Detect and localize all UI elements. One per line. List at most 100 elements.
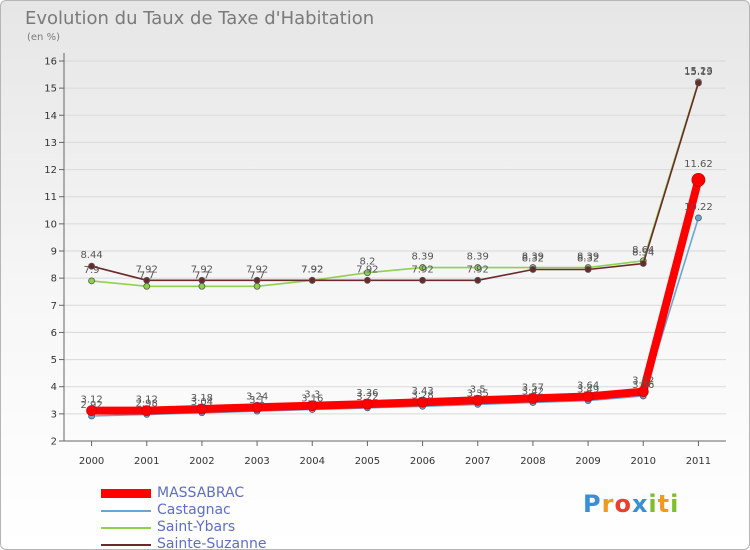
logo-letter: P [583, 490, 602, 518]
y-tick-label: 16 [44, 57, 57, 68]
chart-unit-label: (en %) [27, 32, 60, 43]
legend-label-massabrac: MASSABRAC [157, 485, 245, 501]
chart-axes: 2 3 4 5 6 7 8 9 10 11 12 13 14 15 16 2000 2001 2002 2003 20… [44, 53, 726, 467]
proxiti-logo: Proxiti [583, 490, 679, 518]
data-point-massabrac [691, 172, 706, 187]
data-point-massabrac [582, 391, 594, 402]
legend-item-saint-ybars: Saint-Ybars [101, 519, 266, 536]
x-tick-label: 2009 [575, 456, 600, 467]
data-point-saint-ybars [419, 264, 426, 271]
y-tick-label: 15 [44, 84, 57, 95]
y-tick-label: 6 [51, 328, 57, 339]
data-label-castagnac: 3.16 [301, 394, 323, 405]
legend-swatch-massabrac [101, 489, 151, 498]
x-tick-label: 2004 [300, 456, 325, 467]
data-label-castagnac: 3.35 [467, 388, 489, 399]
data-point-sainte-suzanne [88, 262, 95, 270]
data-point-saint-ybars [364, 269, 371, 277]
data-point-saint-ybars [198, 282, 206, 290]
data-point-massabrac [86, 405, 97, 417]
legend-item-sainte-suzanne: Sainte-Suzanne [101, 536, 267, 550]
data-label-massabrac: 3.36 [356, 388, 378, 399]
data-label-saint-ybars: 8.39 [467, 252, 489, 263]
data-label-massabrac: 3.57 [522, 382, 544, 393]
data-label-massabrac: 3.12 [80, 395, 102, 406]
y-tick-label: 5 [51, 355, 57, 366]
data-point-sainte-suzanne [308, 276, 316, 284]
data-label-saint-ybars: 8.39 [577, 252, 599, 263]
legend-item-castagnac: Castagnac [101, 502, 266, 519]
data-label-massabrac: 11.62 [684, 159, 713, 170]
y-tick-label: 2 [51, 437, 57, 448]
chart-series [86, 78, 706, 420]
data-label-massabrac: 3.18 [191, 393, 213, 404]
x-tick-label: 2006 [410, 456, 435, 467]
series-line-sainte-suzanne [91, 82, 700, 282]
data-label-sainte-suzanne: 7.92 [246, 264, 268, 275]
legend-swatch-castagnac [101, 509, 151, 512]
chart-legend: MASSABRAC Castagnac Saint-Ybars Sainte-S… [101, 485, 267, 550]
data-label-massabrac: 3.12 [136, 395, 158, 406]
data-point-sainte-suzanne [474, 276, 482, 284]
y-tick-label: 9 [51, 247, 57, 258]
x-tick-label: 2008 [520, 456, 545, 467]
data-label-sainte-suzanne: 7.92 [301, 264, 323, 275]
data-point-saint-ybars [474, 264, 482, 271]
x-tick-label: 2003 [244, 456, 269, 467]
logo-letter: i [670, 490, 680, 518]
y-tick-label: 14 [44, 111, 57, 122]
data-label-sainte-suzanne: 15.19 [684, 67, 713, 78]
legend-label-castagnac: Castagnac [157, 502, 231, 518]
data-point-sainte-suzanne [584, 266, 592, 273]
data-label-sainte-suzanne: 7.92 [411, 264, 433, 275]
y-tick-label: 10 [44, 219, 57, 230]
data-label-massabrac: 3.82 [632, 376, 654, 387]
data-label-sainte-suzanne: 8.54 [632, 247, 654, 258]
data-label-castagnac: 3.22 [356, 392, 378, 403]
data-label-sainte-suzanne: 7.92 [191, 264, 213, 275]
data-label-castagnac: 3.04 [191, 397, 213, 408]
data-label-saint-ybars: 8.64 [632, 245, 654, 256]
data-label-saint-ybars: 15.23 [684, 66, 713, 77]
data-label-sainte-suzanne: 7.92 [467, 264, 489, 275]
x-tick-label: 2000 [79, 456, 104, 467]
data-label-sainte-suzanne: 8.32 [577, 253, 599, 264]
data-point-massabrac [306, 400, 318, 412]
data-label-saint-ybars: 8.39 [522, 252, 544, 263]
x-tick-label: 2010 [631, 456, 656, 467]
data-label-castagnac: 3.42 [522, 386, 544, 397]
data-point-massabrac [472, 394, 484, 406]
y-tick-label: 11 [44, 192, 57, 203]
data-point-sainte-suzanne [198, 276, 206, 284]
data-label-saint-ybars: 7.7 [249, 270, 265, 281]
data-label-massabrac: 3.43 [411, 386, 433, 397]
data-point-massabrac [527, 392, 539, 404]
data-label-massabrac: 3.64 [577, 380, 599, 391]
logo-letter: i [648, 490, 658, 518]
data-label-castagnac: 3.1 [249, 395, 265, 406]
y-tick-label: 13 [44, 138, 57, 149]
chart-grid [64, 60, 726, 442]
data-label-castagnac: 3.49 [577, 385, 599, 396]
data-point-sainte-suzanne [364, 276, 371, 284]
data-label-castagnac: 3.28 [411, 390, 433, 401]
data-point-castagnac [695, 214, 702, 222]
data-point-sainte-suzanne [143, 276, 151, 284]
data-label-sainte-suzanne: 7.92 [136, 264, 158, 275]
legend-label-sainte-suzanne: Sainte-Suzanne [157, 536, 267, 550]
data-point-massabrac [251, 401, 263, 413]
data-label-massabrac: 3.3 [304, 390, 320, 401]
logo-letter: o [614, 490, 632, 518]
data-label-saint-ybars: 8.2 [359, 257, 375, 268]
x-tick-label: 2002 [189, 456, 214, 467]
y-tick-label: 7 [51, 301, 57, 312]
x-tick-label: 2001 [134, 456, 159, 467]
data-point-sainte-suzanne [529, 266, 537, 273]
data-point-sainte-suzanne [695, 79, 702, 87]
data-point-saint-ybars [253, 282, 261, 290]
series-line-saint-ybars [91, 81, 700, 288]
y-tick-label: 4 [51, 382, 57, 393]
logo-letter: x [631, 490, 649, 518]
data-point-massabrac [417, 396, 428, 408]
